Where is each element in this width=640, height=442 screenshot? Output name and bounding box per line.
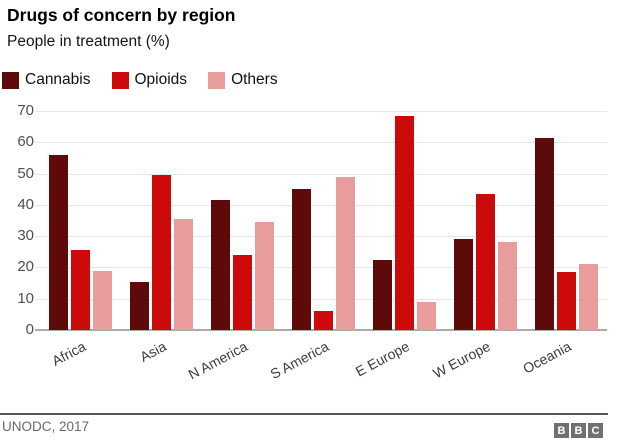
bars-s-america [283,111,364,330]
x-tick-label-asia: Asia [137,338,170,365]
bar-opioids-n-america [233,254,252,330]
bar-group-s-america: S America [267,111,364,382]
bar-opioids-asia [152,175,171,330]
x-tick-label-w-europe: W Europe [430,338,494,382]
legend-swatch-opioids [111,71,129,89]
chart-title: Drugs of concern by region [7,5,236,25]
chart-subtitle: People in treatment (%) [7,33,170,50]
x-tick-label-s-america: S America [267,338,332,383]
bar-group-oceania: Oceania [520,111,607,377]
bar-group-n-america: N America [185,111,283,382]
plot-area: 0 10 20 30 40 50 60 70 Africa Asia N America S Amer… [17,102,607,382]
y-tick-label-60: 60 [17,133,34,151]
bar-opioids-e-europe [395,115,414,330]
legend-item-opioids: Opioids [111,71,188,89]
bar-opioids-africa [71,250,90,330]
bar-others-w-europe [498,242,517,330]
bbc-logo-letter: C [588,423,603,438]
x-tick-label-n-america: N America [185,338,251,383]
legend-swatch-others [208,71,226,89]
y-tick-label-70: 70 [17,102,34,119]
bar-cannabis-asia [130,281,149,330]
bar-others-s-america [336,176,355,330]
gridline-y-20 [35,267,607,269]
footer-divider [0,413,608,415]
bar-cannabis-africa [49,154,68,330]
bbc-logo-letter: B [554,423,569,438]
legend-label-opioids: Opioids [134,71,188,88]
x-tick-label-oceania: Oceania [520,338,575,377]
bbc-logo-letter: B [571,423,586,438]
bars-oceania [526,111,607,330]
bar-cannabis-w-europe [454,239,473,330]
bars-asia [121,111,202,330]
bar-group-e-europe: E Europe [353,111,445,380]
gridline-y-70 [35,111,607,112]
y-tick-label-40: 40 [17,195,34,213]
gridline-y-40 [35,204,607,206]
legend: Cannabis Opioids Others [2,71,278,89]
x-tick-label-e-europe: E Europe [352,338,413,380]
bars-w-europe [445,111,526,330]
bar-others-n-america [255,222,274,330]
bar-opioids-w-europe [476,193,495,330]
gridline-y-60 [35,142,607,144]
x-axis-line [35,329,607,331]
bar-cannabis-oceania [535,137,554,330]
y-tick-label-20: 20 [17,258,34,276]
bar-others-asia [174,218,193,330]
bar-cannabis-s-america [292,189,311,330]
y-tick-label-10: 10 [17,289,34,307]
gridline-y-10 [35,298,607,300]
legend-item-cannabis: Cannabis [2,71,91,89]
bar-opioids-s-america [314,311,333,330]
gridline-y-50 [35,173,607,175]
legend-item-others: Others [208,71,278,89]
bbc-logo: B B C [554,423,603,438]
bars-n-america [202,111,283,330]
bar-others-oceania [579,264,598,330]
bar-opioids-oceania [557,272,576,330]
legend-label-cannabis: Cannabis [25,71,91,88]
legend-swatch-cannabis [2,71,19,89]
bars-e-europe [364,111,445,330]
bar-cannabis-n-america [211,200,230,330]
bar-group-africa: Africa [40,111,121,369]
bar-others-e-europe [417,301,436,330]
bar-group-asia: Asia [121,111,202,365]
bar-group-w-europe: W Europe [431,111,526,381]
x-tick-label-africa: Africa [48,338,89,369]
y-tick-label-50: 50 [17,164,34,182]
y-tick-label-30: 30 [17,227,34,245]
bar-cannabis-e-europe [373,259,392,330]
y-tick-label-0: 0 [25,321,34,338]
gridline-y-30 [35,236,607,238]
source-attribution: UNODC, 2017 [2,419,90,434]
bars-africa [40,111,121,330]
legend-label-others: Others [231,71,278,88]
bar-others-africa [93,270,112,330]
